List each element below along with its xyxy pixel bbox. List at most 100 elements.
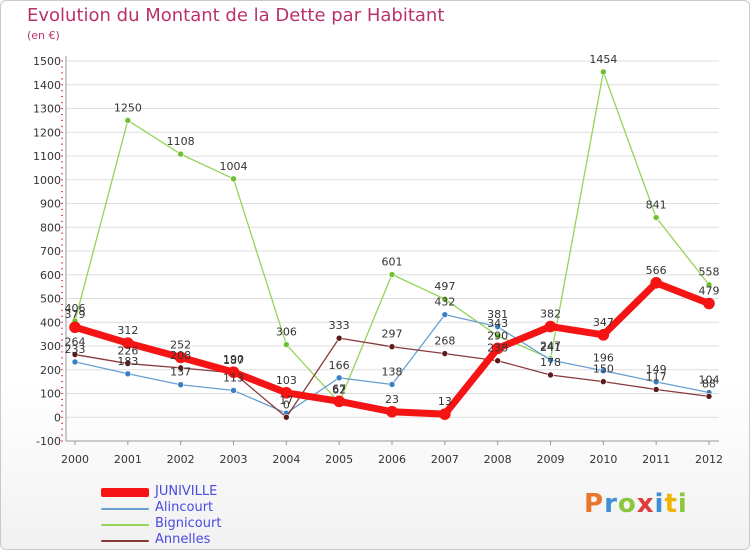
- data-point-alincourt: [441, 311, 449, 318]
- legend-label-annelles: Annelles: [155, 532, 211, 547]
- data-point-annelles: [705, 393, 713, 400]
- data-point-alincourt: [494, 323, 501, 331]
- data-label-bignicourt: 247: [540, 340, 561, 353]
- data-label-alincourt: 138: [382, 365, 403, 378]
- y-tick-label: 600: [40, 269, 61, 282]
- data-label-juniville: 103: [276, 374, 297, 387]
- data-label-annelles: 333: [329, 319, 350, 332]
- data-label-juniville: 67: [332, 382, 346, 395]
- y-tick-label: 900: [40, 198, 61, 211]
- data-label-annelles: 264: [65, 336, 86, 349]
- data-point-alincourt: [547, 356, 554, 364]
- y-tick-label: 200: [40, 364, 61, 377]
- y-tick-label: 1200: [33, 126, 61, 139]
- data-point-juniville: [650, 277, 662, 289]
- data-label-bignicourt: 841: [646, 199, 667, 212]
- data-label-juniville: 190: [223, 353, 244, 366]
- legend-item-juniville[interactable]: JUNIVILLE: [101, 484, 301, 501]
- x-tick-label: 2006: [378, 453, 406, 466]
- data-label-annelles: 150: [593, 363, 614, 376]
- data-label-alincourt: 166: [329, 359, 350, 372]
- data-label-juniville: 290: [487, 329, 508, 342]
- data-point-juniville: [280, 386, 293, 399]
- y-tick-label: 500: [40, 293, 61, 306]
- data-point-alincourt: [71, 358, 79, 366]
- legend-label-alincourt: Alincourt: [155, 500, 214, 515]
- x-tick-label: 2002: [167, 453, 195, 466]
- data-point-juniville: [69, 321, 81, 334]
- data-label-alincourt: 104: [699, 374, 720, 387]
- data-point-juniville: [703, 297, 715, 310]
- data-label-bignicourt: 497: [434, 280, 455, 293]
- data-label-alincourt: 183: [117, 355, 138, 368]
- data-point-juniville: [333, 395, 345, 408]
- legend-swatch-juniville: [101, 488, 149, 497]
- data-label-juniville: 13: [438, 395, 452, 408]
- data-label-juniville: 312: [117, 324, 138, 337]
- data-point-bignicourt: [705, 281, 713, 289]
- data-label-bignicourt: 1454: [589, 53, 617, 66]
- data-point-juniville: [491, 342, 504, 355]
- x-tick-label: 2010: [589, 453, 617, 466]
- data-label-alincourt: 149: [646, 363, 667, 376]
- proxiti-logo: Proxiti: [584, 489, 688, 519]
- data-point-alincourt: [388, 381, 396, 388]
- data-point-alincourt: [177, 381, 184, 389]
- data-point-annelles: [441, 350, 449, 357]
- data-label-annelles: 238: [487, 342, 508, 355]
- legend-label-bignicourt: Bignicourt: [155, 516, 222, 531]
- legend-label-juniville: JUNIVILLE: [155, 484, 218, 499]
- y-tick-label: 400: [40, 316, 61, 329]
- x-tick-label: 2008: [484, 453, 512, 466]
- data-label-alincourt: 432: [434, 296, 455, 309]
- data-point-bignicourt: [177, 150, 184, 158]
- data-point-annelles: [388, 343, 396, 351]
- data-label-annelles: 268: [434, 335, 455, 348]
- x-tick-label: 2000: [61, 453, 89, 466]
- y-tick-label: 1000: [33, 174, 61, 187]
- legend: JUNIVILLE Alincourt Bignicourt Annelles: [101, 484, 301, 549]
- data-label-juniville: 379: [65, 308, 86, 321]
- data-label-bignicourt: 62: [332, 384, 346, 397]
- chart-title: Evolution du Montant de la Dette par Hab…: [27, 5, 445, 26]
- data-label-juniville: 382: [540, 308, 561, 321]
- data-point-annelles: [124, 360, 132, 367]
- y-tick-label: 1500: [33, 55, 61, 68]
- y-tick-label: -100: [36, 435, 61, 448]
- data-label-annelles: 178: [540, 356, 561, 369]
- legend-swatch-annelles: [101, 540, 149, 542]
- data-label-bignicourt: 306: [276, 326, 297, 339]
- data-point-juniville: [544, 320, 557, 333]
- y-tick-label: 1300: [33, 103, 61, 116]
- legend-item-alincourt[interactable]: Alincourt: [101, 500, 301, 517]
- x-tick-label: 2007: [431, 453, 459, 466]
- data-label-annelles: 117: [646, 370, 667, 383]
- data-label-annelles: 226: [117, 345, 138, 358]
- y-tick-label: 100: [40, 388, 61, 401]
- data-point-alincourt: [652, 378, 660, 386]
- data-label-juniville: 566: [646, 264, 667, 277]
- y-tick-label: 1400: [33, 79, 61, 92]
- legend-item-annelles[interactable]: Annelles: [101, 532, 301, 549]
- legend-item-bignicourt[interactable]: Bignicourt: [101, 516, 301, 533]
- data-label-alincourt: 381: [487, 308, 508, 321]
- y-tick-label: 1100: [33, 150, 61, 163]
- data-point-bignicourt: [441, 295, 449, 303]
- x-tick-label: 2001: [114, 453, 142, 466]
- data-point-annelles: [547, 371, 554, 379]
- data-label-bignicourt: 601: [382, 256, 403, 269]
- data-point-juniville: [439, 408, 451, 420]
- y-tick-label: 0: [54, 411, 61, 424]
- data-point-annelles: [71, 351, 79, 358]
- y-tick-label: 700: [40, 245, 61, 258]
- data-label-alincourt: 233: [65, 343, 86, 356]
- data-point-bignicourt: [124, 117, 132, 124]
- data-point-bignicourt: [652, 214, 660, 221]
- data-label-annelles: 208: [170, 349, 191, 362]
- data-point-bignicourt: [494, 332, 501, 340]
- data-point-annelles: [600, 378, 607, 385]
- data-point-bignicourt: [600, 68, 607, 76]
- data-point-bignicourt: [388, 271, 396, 278]
